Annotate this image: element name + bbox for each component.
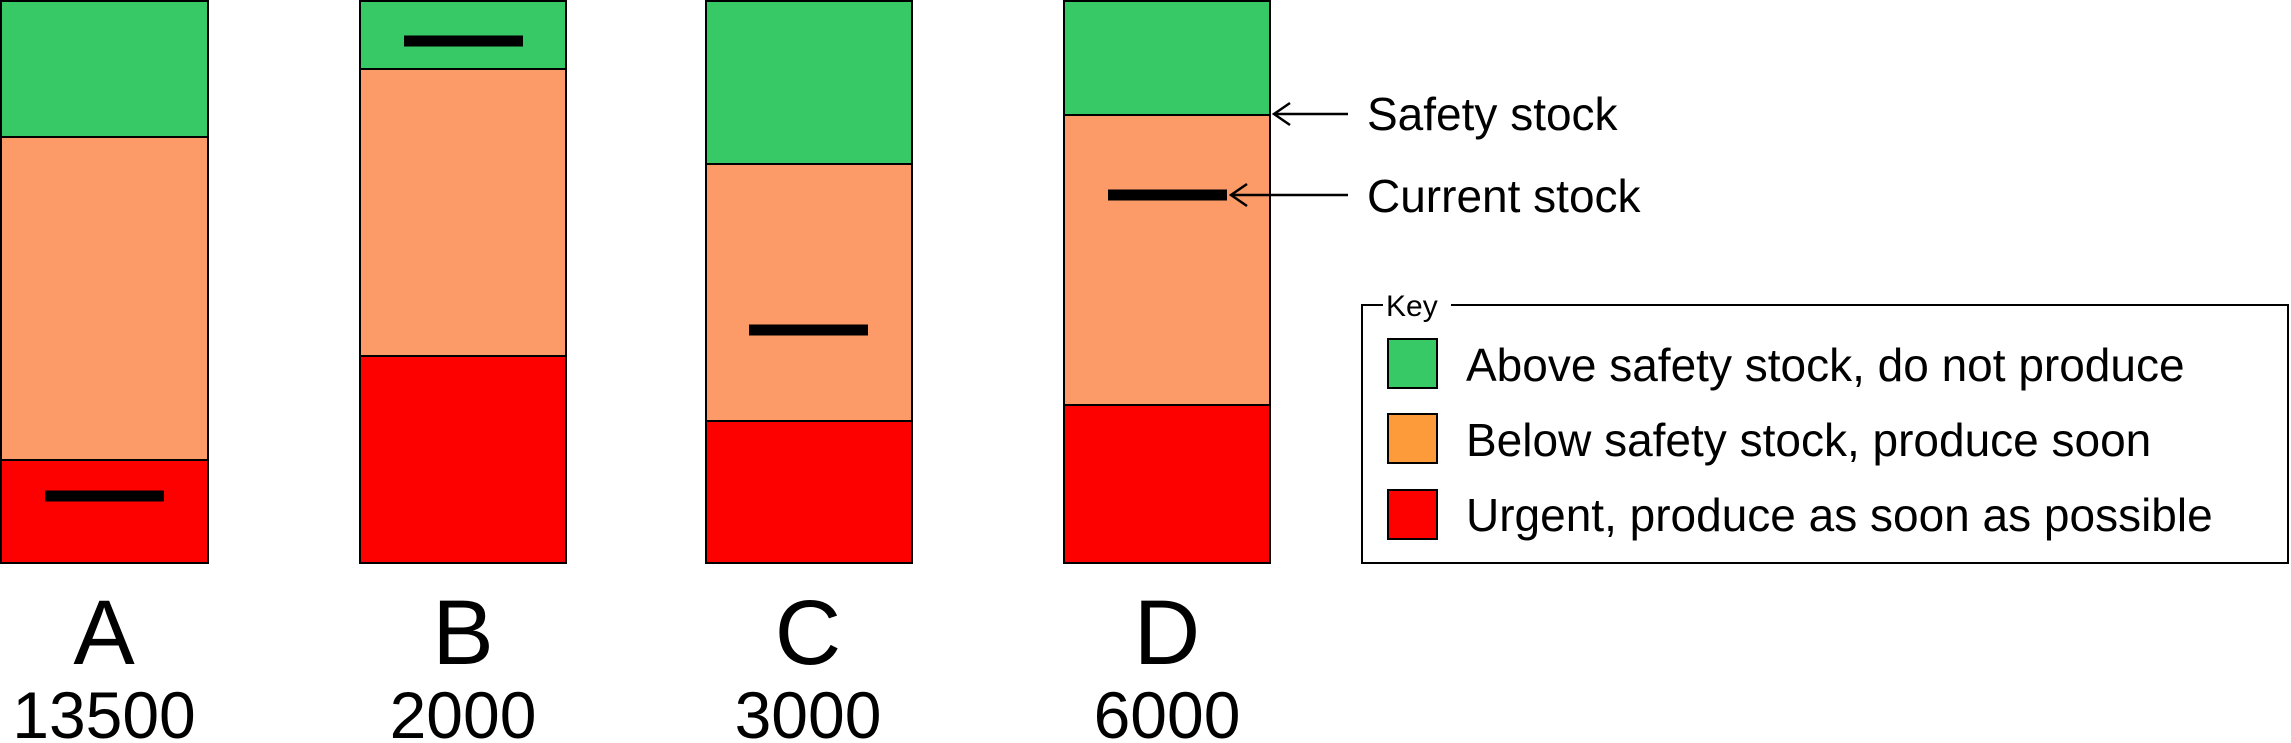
legend-title: Key [1386, 290, 1438, 323]
legend-swatch-above [1387, 338, 1438, 389]
legend-label-urgent: Urgent, produce as soon as possible [1466, 489, 2213, 541]
legend-label-above: Above safety stock, do not produce [1466, 339, 2185, 391]
bar-c-below-zone [705, 163, 913, 422]
bar-c-above-zone [705, 0, 913, 165]
current-stock-label: Current stock [1367, 170, 1642, 222]
bar-a-label: A [73, 582, 135, 684]
bar-a-above-zone [0, 0, 209, 138]
bar-c-urgent-zone [705, 420, 913, 564]
bar-c-value: 3000 [735, 678, 882, 743]
bar-d-above-zone [1063, 0, 1271, 116]
safety-stock-callout: Safety stock [1271, 88, 1619, 140]
legend-swatch-below [1387, 413, 1438, 464]
legend-border [1361, 304, 2289, 564]
legend-swatch-urgent [1387, 489, 1438, 540]
safety-stock-label: Safety stock [1367, 88, 1619, 140]
bar-a: A 13500 [0, 0, 209, 743]
bar-b: B 2000 [359, 0, 567, 743]
bar-b-label: B [432, 582, 493, 684]
bar-d-value: 6000 [1094, 678, 1241, 743]
bar-d: D 6000 [1063, 0, 1271, 743]
bar-b-urgent-zone [359, 355, 567, 564]
legend-label-below: Below safety stock, produce soon [1466, 414, 2151, 466]
bar-a-value: 13500 [12, 678, 196, 743]
bar-b-above-zone [359, 0, 567, 70]
current-stock-arrowhead [1228, 182, 1248, 208]
safety-stock-arrowhead [1271, 101, 1291, 127]
bar-c: C 3000 [705, 0, 913, 743]
bar-d-urgent-zone [1063, 404, 1271, 564]
bar-a-below-zone [0, 136, 209, 461]
bar-c-label: C [775, 582, 841, 684]
current-stock-callout: Current stock [1228, 170, 1642, 222]
bar-b-below-zone [359, 68, 567, 357]
legend: Key Above safety stock, do not produce B… [1361, 290, 2289, 564]
bar-a-urgent-zone [0, 459, 209, 564]
bar-b-value: 2000 [390, 678, 537, 743]
bar-d-label: D [1134, 582, 1200, 684]
bar-d-below-zone [1063, 114, 1271, 406]
